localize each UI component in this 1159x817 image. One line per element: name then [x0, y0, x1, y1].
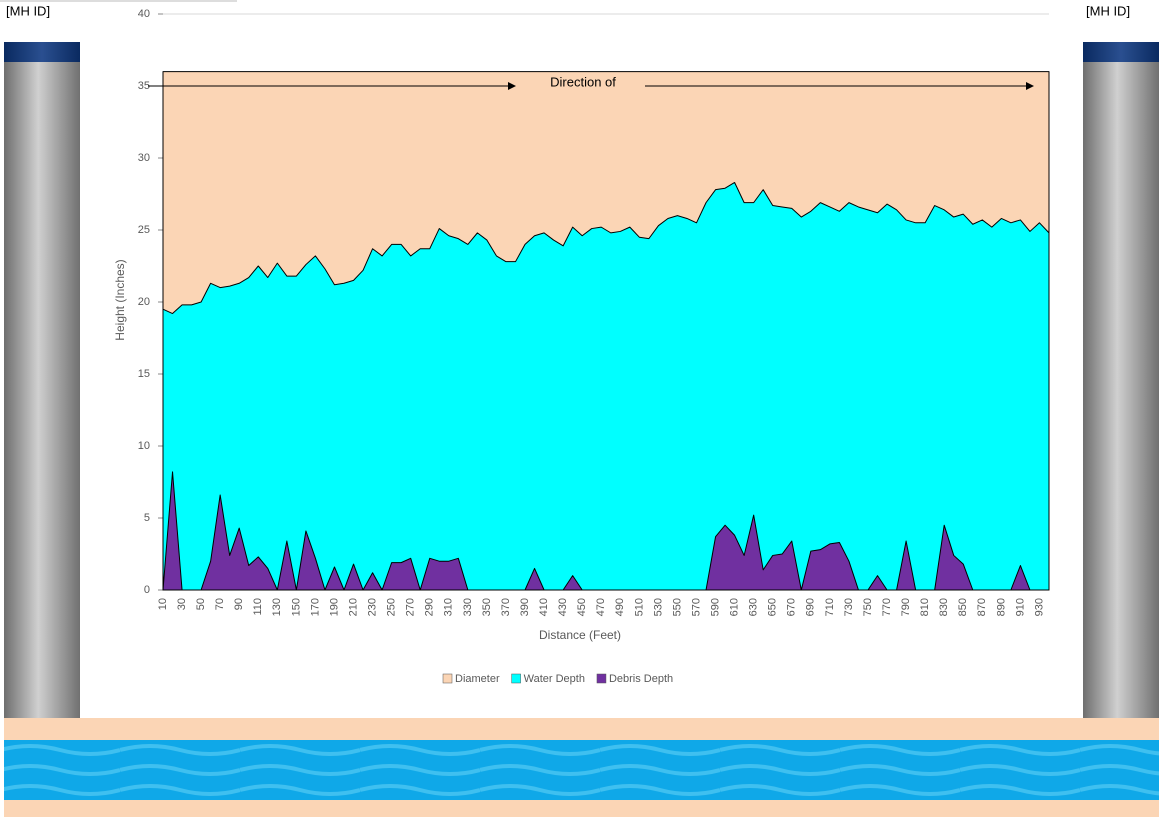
x-tick-label: 50	[195, 598, 207, 610]
legend-swatch	[596, 673, 607, 684]
x-tick-label: 730	[843, 598, 855, 616]
x-tick-label: 550	[671, 598, 683, 616]
manhole-cap	[4, 42, 80, 62]
annotation: Direction of	[550, 74, 616, 89]
legend-swatch	[442, 673, 453, 684]
x-tick-label: 630	[748, 598, 760, 616]
y-tick-label: 30	[138, 152, 150, 164]
x-tick-label: 290	[424, 598, 436, 616]
x-tick-label: 390	[519, 598, 531, 616]
x-tick-label: 230	[366, 598, 378, 616]
x-tick-label: 650	[767, 598, 779, 616]
x-tick-label: 770	[881, 598, 893, 616]
x-tick-label: 910	[1014, 598, 1026, 616]
x-tick-label: 210	[347, 598, 359, 616]
area	[162, 181, 1050, 591]
x-tick-label: 350	[481, 598, 493, 616]
y-tick-label: 0	[144, 584, 150, 596]
x-tick-label: 690	[805, 598, 817, 616]
area	[162, 471, 1050, 591]
x-tick-label: 670	[786, 598, 798, 616]
x-tick-label: 370	[500, 598, 512, 616]
y-tick-label: 10	[138, 440, 150, 452]
manhole-left	[4, 42, 80, 718]
x-tick-label: 130	[271, 598, 283, 616]
manhole-right	[1083, 42, 1159, 718]
x-tick-label: 710	[824, 598, 836, 616]
y-tick-label: 15	[138, 368, 150, 380]
x-tick-label: 330	[462, 598, 474, 616]
x-tick-label: 170	[309, 598, 321, 616]
x-tick-label: 110	[252, 598, 264, 616]
x-tick-label: 890	[995, 598, 1007, 616]
legend-swatch	[511, 673, 521, 684]
legend-label: Water Depth	[524, 673, 585, 685]
x-tick-label: 490	[614, 598, 626, 616]
y-tick-label: 5	[144, 512, 150, 524]
x-tick-label: 790	[900, 598, 912, 616]
manhole-label: [MH ID]	[1086, 3, 1130, 18]
y-tick-label: 40	[138, 8, 150, 20]
x-tick-label: 150	[290, 598, 302, 616]
y-axis-title: Height (Inches)	[113, 259, 127, 340]
x-tick-label: 830	[938, 598, 950, 616]
x-tick-label: 870	[976, 598, 988, 616]
x-tick-label: 750	[862, 598, 874, 616]
x-tick-label: 450	[576, 598, 588, 616]
x-tick-label: 930	[1033, 598, 1045, 616]
x-tick-label: 430	[557, 598, 569, 616]
x-tick-label: 10	[157, 598, 169, 610]
x-tick-label: 250	[386, 598, 398, 616]
x-tick-label: 30	[176, 598, 188, 610]
y-tick-label: 35	[138, 80, 150, 92]
x-tick-label: 270	[405, 598, 417, 616]
x-tick-label: 190	[328, 598, 340, 616]
x-axis-title: Distance (Feet)	[539, 628, 621, 642]
manhole-label: [MH ID]	[6, 3, 50, 18]
x-tick-label: 570	[690, 598, 702, 616]
x-tick-label: 90	[233, 598, 245, 610]
manhole-cap	[1083, 42, 1159, 62]
x-tick-label: 410	[538, 598, 550, 616]
legend-label: Diameter	[455, 673, 500, 685]
x-tick-label: 810	[919, 598, 931, 616]
x-tick-label: 530	[652, 598, 664, 616]
x-tick-label: 510	[633, 598, 645, 616]
x-tick-label: 590	[709, 598, 721, 616]
y-tick-label: 25	[138, 224, 150, 236]
y-tick-label: 20	[138, 296, 150, 308]
pipe-water	[4, 740, 1159, 800]
x-tick-label: 70	[214, 598, 226, 610]
x-tick-label: 610	[729, 598, 741, 616]
x-tick-label: 310	[443, 598, 455, 616]
x-tick-label: 470	[595, 598, 607, 616]
legend-label: Debris Depth	[609, 673, 673, 685]
x-tick-label: 850	[957, 598, 969, 616]
